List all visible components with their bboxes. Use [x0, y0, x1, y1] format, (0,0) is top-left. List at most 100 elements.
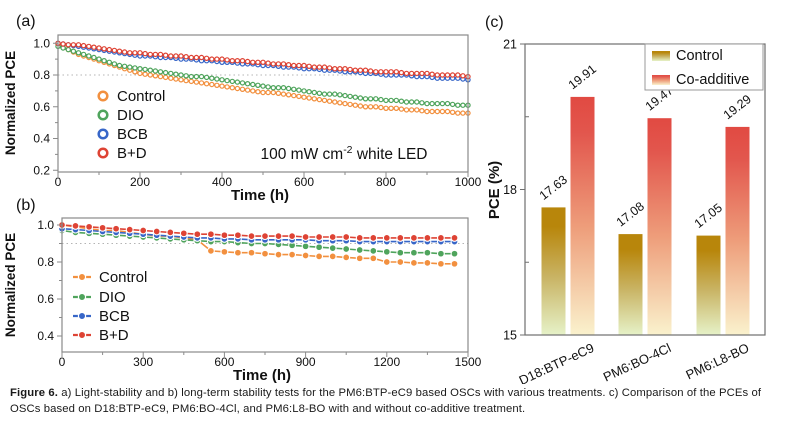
marker: [288, 232, 297, 241]
marker: [424, 100, 430, 107]
marker: [229, 84, 235, 91]
marker: [183, 77, 189, 84]
marker: [234, 58, 241, 64]
marker: [388, 69, 394, 75]
marker: [142, 50, 148, 57]
marker: [206, 246, 215, 255]
x-tick-label: 1000: [455, 175, 482, 189]
y-axis: 0.4 0.6 0.8 1.0 Normalized PCE: [3, 218, 62, 343]
y-tick-label: 0.8: [33, 68, 50, 82]
marker: [311, 96, 317, 102]
marker: [280, 84, 287, 91]
marker: [234, 85, 241, 92]
category-label: PM6:BO-4Cl: [601, 340, 674, 384]
marker: [147, 72, 153, 78]
marker: [224, 84, 230, 90]
marker: [439, 108, 446, 115]
x-axis: 0 300 600 900 1200 1500 Time (h): [59, 352, 482, 384]
marker: [357, 95, 364, 101]
legend-label: B+D: [117, 145, 147, 162]
marker: [449, 101, 456, 108]
marker: [367, 104, 374, 110]
marker: [436, 249, 445, 258]
marker: [173, 76, 179, 82]
marker: [137, 50, 143, 56]
marker: [178, 72, 184, 78]
legend-marker: [97, 90, 109, 102]
legend-marker: [77, 311, 87, 321]
marker: [265, 89, 271, 96]
marker: [342, 245, 351, 253]
legend-swatch: [652, 75, 670, 85]
legend: Control DIO BCB B+D: [97, 88, 165, 162]
legend-marker: [77, 272, 87, 282]
panel-a: (a) 0 200 400 600 800 1000 Time (h) 0.2 0.4 0.6 0.8…: [3, 13, 482, 204]
marker: [101, 46, 107, 52]
marker: [152, 227, 161, 236]
marker: [206, 230, 215, 239]
marker: [316, 90, 323, 97]
marker: [193, 79, 200, 85]
bar-control-1: [541, 207, 566, 335]
bar-coadditive-2: [647, 118, 672, 335]
marker: [188, 78, 194, 85]
legend-label: Co-additive: [676, 72, 749, 88]
marker: [239, 86, 246, 93]
bar-value-label: 19.29: [721, 92, 754, 122]
marker: [234, 79, 241, 85]
y-tick-label: 15: [503, 329, 517, 343]
y-tick-label: 1.0: [37, 218, 54, 232]
marker: [65, 42, 72, 48]
bar-value-label: 17.63: [537, 172, 570, 202]
marker: [111, 47, 118, 54]
marker: [285, 92, 292, 98]
marker: [80, 42, 87, 49]
marker: [301, 88, 307, 94]
marker: [382, 233, 391, 242]
marker: [193, 54, 200, 61]
marker: [152, 73, 159, 79]
marker: [408, 70, 415, 77]
marker: [378, 96, 384, 103]
marker: [137, 70, 143, 77]
marker: [157, 51, 164, 58]
marker: [315, 252, 324, 261]
marker: [261, 249, 269, 258]
marker: [444, 108, 451, 115]
bar-coadditive-3: [725, 126, 750, 336]
marker: [285, 61, 292, 68]
marker: [162, 69, 169, 76]
x-tick-label: 600: [214, 355, 234, 369]
marker: [369, 254, 378, 263]
marker: [423, 248, 432, 257]
marker: [139, 226, 148, 235]
legend-item-dio: DIO: [73, 289, 126, 306]
y-tick-label: 0.2: [33, 163, 50, 177]
y-tick-label: 0.6: [37, 292, 54, 306]
marker: [91, 54, 97, 61]
marker: [168, 70, 174, 77]
marker: [357, 103, 364, 109]
marker: [342, 92, 348, 99]
marker: [96, 45, 102, 51]
marker: [444, 72, 451, 78]
legend-marker: [97, 147, 109, 159]
series-line: [61, 224, 455, 265]
marker: [291, 86, 297, 93]
marker: [382, 247, 391, 256]
marker: [274, 250, 283, 259]
marker: [355, 254, 364, 263]
marker: [328, 252, 337, 261]
marker: [315, 233, 324, 241]
marker: [214, 56, 220, 62]
panel-b-letter: (b): [16, 197, 36, 214]
marker: [250, 59, 256, 66]
marker: [127, 50, 133, 56]
bar-value-label: 17.08: [614, 199, 647, 229]
marker: [198, 73, 205, 80]
marker: [337, 65, 343, 72]
marker: [291, 92, 297, 99]
bar-coadditive-1: [570, 96, 595, 336]
bar-value-label: 17.05: [692, 201, 725, 231]
marker: [280, 61, 287, 67]
